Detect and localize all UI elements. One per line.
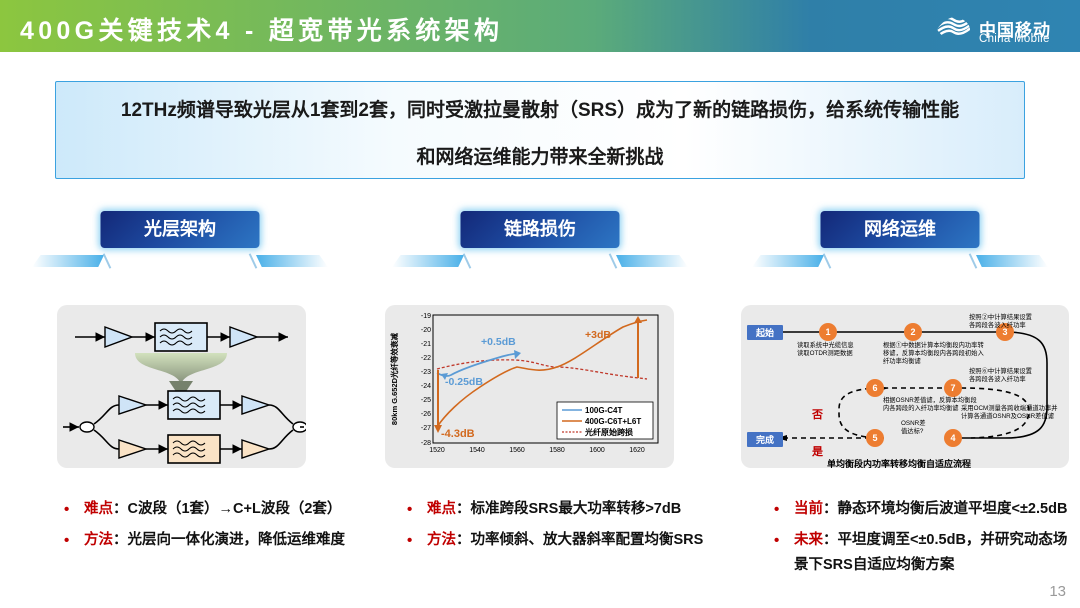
svg-text:1520: 1520 [429,447,445,454]
svg-text:-0.25dB: -0.25dB [445,376,483,388]
svg-text:7: 7 [950,383,955,393]
svg-text:相据OSNR差值谑，反算本均衡段: 相据OSNR差值谑，反算本均衡段 [883,395,977,404]
svg-text:各跨段各波入纤功率: 各跨段各波入纤功率 [969,320,1026,329]
svg-text:纤功率均衡谑: 纤功率均衡谑 [883,356,921,365]
svg-text:1600: 1600 [589,447,605,454]
svg-text:-23: -23 [421,369,431,376]
svg-text:-27: -27 [421,425,431,432]
svg-text:400G-C6T+L6T: 400G-C6T+L6T [585,417,641,426]
svg-text:光纤原始跨损: 光纤原始跨损 [584,427,633,437]
svg-text:按照②中计算结果设置: 按照②中计算结果设置 [969,312,1032,321]
svg-text:完成: 完成 [756,434,774,445]
svg-text:1: 1 [825,327,830,337]
svg-text:-20: -20 [421,327,431,334]
svg-text:值达标?: 值达标? [901,426,924,435]
svg-text:2: 2 [910,327,915,337]
svg-text:是: 是 [811,445,824,458]
svg-text:-21: -21 [421,341,431,348]
svg-text:移谑，反算本均衡段内各跨段初始入: 移谑，反算本均衡段内各跨段初始入 [883,348,984,357]
svg-text:根据①中数据计算本均衡段内功率转: 根据①中数据计算本均衡段内功率转 [883,340,984,349]
svg-text:100G-C4T: 100G-C4T [585,406,622,415]
svg-text:-22: -22 [421,355,431,362]
svg-text:-25: -25 [421,397,431,404]
svg-text:1580: 1580 [549,447,565,454]
svg-text:4: 4 [950,433,955,443]
svg-text:-28: -28 [421,440,431,447]
svg-text:-4.3dB: -4.3dB [441,428,475,440]
svg-text:起始: 起始 [755,327,774,338]
svg-text:计算各通道OSNR及OSNR差值谑: 计算各通道OSNR及OSNR差值谑 [961,411,1055,420]
svg-text:-19: -19 [421,313,431,320]
svg-text:内各跨段的入纤功率均衡谑: 内各跨段的入纤功率均衡谑 [883,403,959,412]
svg-text:6: 6 [872,383,877,393]
svg-text:1620: 1620 [629,447,645,454]
svg-text:单均衡段内功率转移均衡自适应流程: 单均衡段内功率转移均衡自适应流程 [827,458,971,468]
svg-text:读取系统中光缆信息: 读取系统中光缆信息 [797,340,854,349]
svg-text:读取OTDR测距数据: 读取OTDR测距数据 [797,348,853,357]
svg-text:否: 否 [811,408,823,421]
svg-text:1560: 1560 [509,447,525,454]
svg-text:80km G.652D光纤等效衰减: 80km G.652D光纤等效衰减 [389,332,399,425]
svg-text:5: 5 [872,433,877,443]
svg-text:1540: 1540 [469,447,485,454]
svg-text:-24: -24 [421,383,431,390]
svg-text:+0.5dB: +0.5dB [481,336,516,348]
svg-text:+3dB: +3dB [585,329,611,341]
svg-text:采用OCM测量各跨收端通道功率并: 采用OCM测量各跨收端通道功率并 [961,403,1058,412]
svg-text:各跨段各波入纤功率: 各跨段各波入纤功率 [969,374,1026,383]
svg-text:-26: -26 [421,411,431,418]
svg-text:按照⑥中计算结果设置: 按照⑥中计算结果设置 [969,366,1032,375]
svg-text:OSNR差: OSNR差 [901,418,926,427]
